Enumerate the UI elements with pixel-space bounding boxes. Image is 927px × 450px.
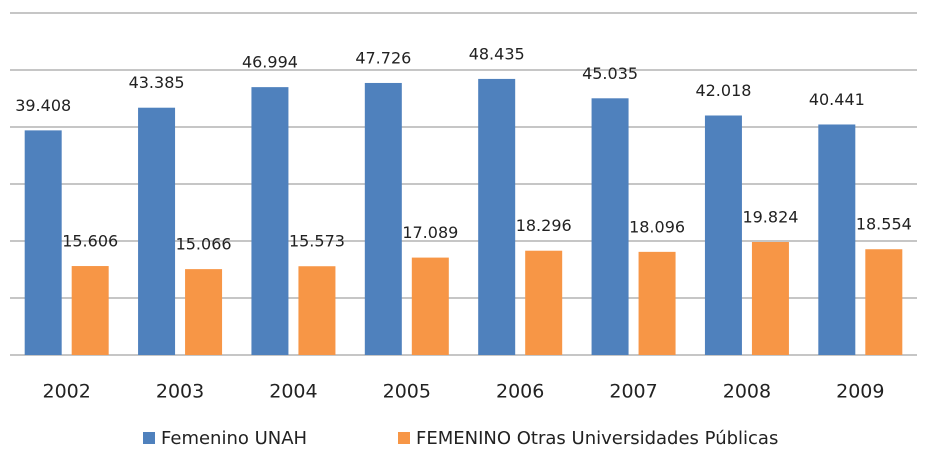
legend-label: FEMENINO Otras Universidades Públicas — [416, 428, 778, 449]
value-label: 40.441 — [809, 90, 865, 109]
bar — [71, 266, 109, 355]
legend-label: Femenino UNAH — [161, 428, 307, 449]
bar — [818, 124, 856, 355]
x-tick-label: 2006 — [496, 381, 544, 403]
value-label: 39.408 — [15, 96, 71, 115]
bar — [478, 78, 516, 355]
value-label: 18.554 — [856, 215, 912, 234]
bar — [704, 115, 742, 355]
value-label: 45.035 — [582, 64, 638, 83]
bar — [364, 82, 402, 356]
value-label: 43.385 — [129, 73, 185, 92]
legend-swatch — [143, 432, 155, 444]
bar — [751, 242, 789, 355]
value-label: 15.606 — [62, 232, 118, 251]
bar — [591, 98, 629, 355]
bar — [865, 249, 903, 355]
value-label: 18.096 — [629, 217, 685, 236]
value-label: 47.726 — [355, 48, 411, 67]
x-tick-label: 2007 — [609, 381, 657, 403]
bar — [138, 107, 176, 355]
value-label: 17.089 — [402, 223, 458, 242]
value-label: 15.066 — [176, 235, 232, 254]
bar — [638, 251, 676, 355]
value-label: 15.573 — [289, 232, 345, 251]
x-tick-label: 2009 — [836, 381, 884, 403]
x-tick-label: 2003 — [156, 381, 204, 403]
x-tick-label: 2004 — [269, 381, 317, 403]
x-tick-label: 2002 — [43, 381, 91, 403]
legend-swatch — [398, 432, 410, 444]
value-label: 19.824 — [742, 208, 798, 227]
x-tick-label: 2005 — [383, 381, 431, 403]
value-label: 18.296 — [516, 216, 572, 235]
value-label: 46.994 — [242, 53, 298, 72]
bar — [411, 257, 449, 355]
x-tick-label: 2008 — [723, 381, 771, 403]
bar — [298, 266, 336, 355]
bar — [525, 250, 563, 355]
bar — [251, 87, 289, 355]
value-label: 42.018 — [695, 81, 751, 100]
value-label: 48.435 — [469, 44, 525, 63]
bar — [185, 269, 223, 355]
bar — [24, 130, 62, 355]
